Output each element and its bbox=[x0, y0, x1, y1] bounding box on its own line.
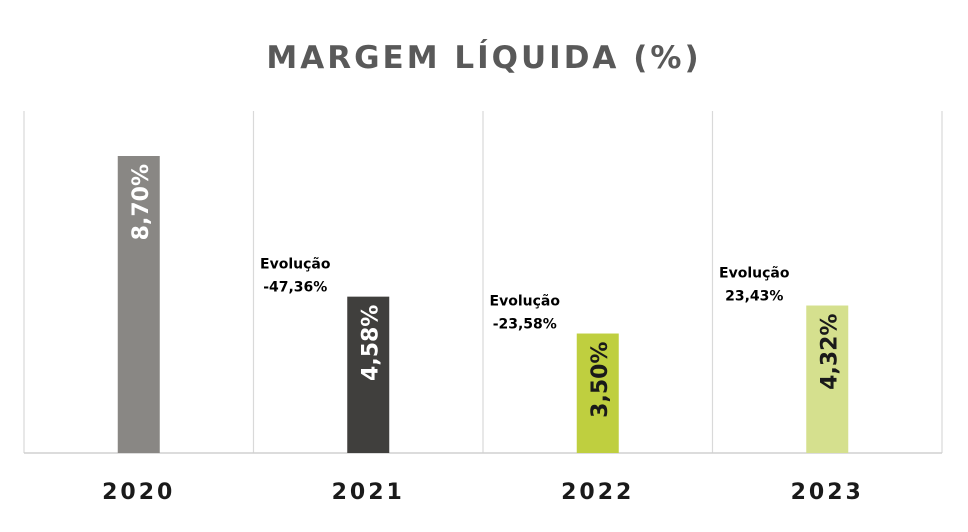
labels: 8,70% 2020 4,58% 2021 Evolução -47,36% 3,50% 20… bbox=[102, 164, 864, 505]
evolution-label-2021: Evolução bbox=[260, 257, 331, 273]
column-dividers bbox=[23, 111, 943, 453]
bar-2021 bbox=[347, 296, 390, 453]
bar-2023 bbox=[806, 305, 849, 453]
x-tick-label-2022: 2022 bbox=[561, 480, 634, 505]
x-tick-label-2020: 2020 bbox=[102, 480, 175, 505]
value-label-2020: 8,70% bbox=[129, 164, 154, 240]
value-label-2022: 3,50% bbox=[588, 342, 613, 418]
x-tick-label-2023: 2023 bbox=[791, 480, 864, 505]
evolution-value-2022: -23,58% bbox=[493, 317, 557, 333]
bar-2022 bbox=[576, 333, 619, 453]
chart-title: MARGEM LÍQUIDA (%) bbox=[266, 40, 702, 76]
bar-2020 bbox=[117, 156, 160, 453]
evolution-value-2023: 23,43% bbox=[725, 289, 783, 305]
evolution-label-2022: Evolução bbox=[490, 294, 561, 310]
evolution-label-2023: Evolução bbox=[719, 266, 790, 282]
bars bbox=[117, 156, 849, 453]
value-label-2021: 4,58% bbox=[358, 305, 383, 381]
x-tick-label-2021: 2021 bbox=[332, 480, 405, 505]
evolution-value-2021: -47,36% bbox=[263, 280, 327, 296]
value-label-2023: 4,32% bbox=[817, 314, 842, 390]
